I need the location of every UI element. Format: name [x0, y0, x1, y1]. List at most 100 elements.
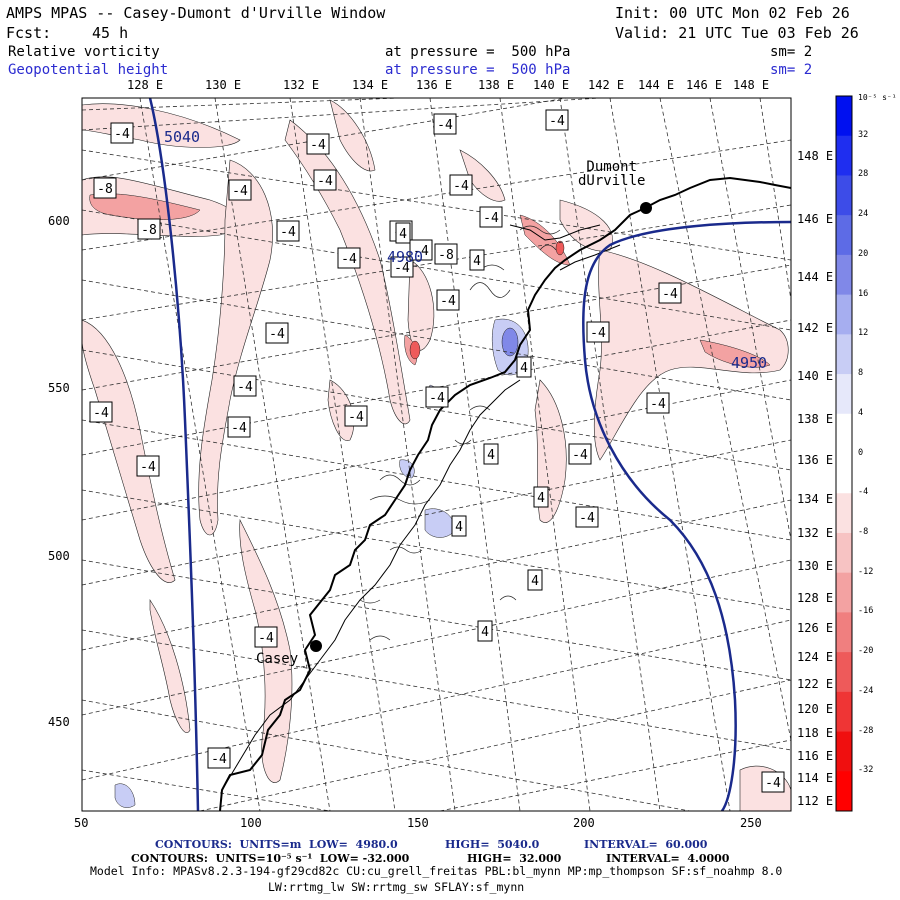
core-positive-vorticity — [501, 327, 519, 357]
field2-smoothing: sm= 2 — [770, 62, 813, 78]
svg-text:-8: -8 — [141, 223, 157, 238]
vorticity-contour-label: -4 — [479, 206, 503, 228]
valid-time: Valid: 21 UTC Tue 03 Feb 26 — [615, 24, 859, 42]
top-longitude-label: 130 E — [205, 78, 242, 92]
top-longitude-label: 134 E — [352, 78, 389, 92]
right-longitude-label: 124 E — [797, 650, 834, 664]
svg-text:-4: -4 — [440, 294, 456, 309]
vorticity-contour-label: -4 — [89, 401, 113, 423]
contour-5040 — [148, 98, 200, 811]
right-longitude-label: 122 E — [797, 677, 834, 691]
contour-labels: -4 -4 -4 -4 -4 -4 -4 -4 -4 -4 -4 -4 -4 -4 -4 -4 -4 -4 -4 -4… — [89, 109, 785, 793]
vorticity-contour-label: -8 — [434, 243, 458, 265]
vorticity-contour-label: -4 — [265, 322, 289, 344]
vorticity-contour-label: 4 — [516, 356, 532, 378]
vorticity-contour-label: -8 — [93, 177, 117, 199]
colorbar-swatch — [836, 572, 852, 613]
svg-text:-4: -4 — [341, 252, 357, 267]
station-dumont-marker — [640, 202, 652, 214]
station-casey-label: Casey — [256, 651, 299, 667]
svg-text:-4: -4 — [237, 380, 253, 395]
vorticity-contour-label: -4 — [586, 321, 610, 343]
vorticity-contour-label: -4 — [449, 174, 473, 196]
vorticity-contour-label: -4 — [646, 392, 670, 414]
y-tick-label: 550 — [48, 381, 70, 395]
right-longitude-label: 148 E — [797, 149, 834, 163]
colorbar-swatch — [836, 96, 852, 137]
vorticity-contour-label: -4 — [254, 626, 278, 648]
right-longitude-label: 118 E — [797, 726, 834, 740]
vorticity-contour-label: -4 — [545, 109, 569, 131]
colorbar-swatch — [836, 294, 852, 335]
colorbar-tick-label: -24 — [858, 685, 874, 696]
right-longitude-label: 112 E — [797, 794, 834, 808]
svg-text:4: 4 — [455, 520, 463, 535]
x-tick-label: 250 — [740, 816, 762, 830]
vorticity-contour-label: -4 — [337, 247, 361, 269]
vorticity-contour-label: 4 — [527, 569, 543, 591]
vorticity-contour-label: -4 — [276, 220, 300, 242]
right-longitude-label: 120 E — [797, 702, 834, 716]
svg-text:-4: -4 — [662, 287, 678, 302]
height-contour-interval: INTERVAL= 60.000 — [584, 838, 708, 851]
vorticity-contour-label: -4 — [568, 443, 592, 465]
field2-level: at pressure = 500 hPa — [385, 62, 571, 78]
x-tick-label: 50 — [74, 816, 89, 830]
svg-text:-4: -4 — [280, 225, 296, 240]
svg-text:-4: -4 — [211, 752, 227, 767]
vorticity-contour-label: -8 — [137, 218, 161, 240]
vorticity-contour-label: -4 — [207, 747, 231, 769]
right-longitude-label: 142 E — [797, 321, 834, 335]
height-contour-info: CONTOURS: UNITS=m LOW= 4980.0 — [155, 838, 398, 851]
svg-text:-4: -4 — [579, 511, 595, 526]
colorbar-tick-label: 28 — [858, 169, 869, 180]
colorbar-tick-label: -12 — [858, 566, 874, 577]
right-longitude-label: 128 E — [797, 591, 834, 605]
svg-text:-4: -4 — [413, 244, 429, 259]
forecast-hour: 45 h — [92, 24, 129, 42]
height-contour-high: HIGH= 5040.0 — [445, 838, 540, 851]
vorticity-contour-interval: INTERVAL= 4.0000 — [606, 852, 730, 865]
x-tick-label: 150 — [407, 816, 429, 830]
colorbar-swatch — [836, 532, 852, 574]
forecast-label: Fcst: — [6, 24, 52, 42]
colorbar-tick-label: 16 — [858, 288, 869, 299]
right-longitude-label: 136 E — [797, 453, 834, 467]
vorticity-contour-label: -4 — [658, 282, 682, 304]
colorbar-tick-label: 8 — [858, 368, 864, 379]
svg-text:-4: -4 — [549, 114, 565, 129]
right-longitude-label: 130 E — [797, 559, 834, 573]
svg-text:-4: -4 — [93, 406, 109, 421]
colorbar-swatch — [836, 334, 852, 375]
ice-shelf-edge — [221, 224, 621, 791]
height-contour-label: 4980 — [387, 248, 423, 266]
plot-frame — [81, 97, 792, 812]
colorbar-swatch — [836, 135, 852, 176]
vorticity-contour-label: -4 — [110, 122, 134, 144]
colorbar-frame — [835, 95, 853, 812]
svg-text:-4: -4 — [114, 127, 130, 142]
physics-info: LW:rrtmg_lw SW:rrtmg_sw SFLAY:sf_mynn — [268, 880, 525, 894]
svg-text:-4: -4 — [572, 448, 588, 463]
station-dumont-label: Dumont dUrville — [578, 159, 646, 189]
contour-4980 — [582, 220, 791, 811]
top-longitude-label: 146 E — [686, 78, 723, 92]
vorticity-contour-label: -4 — [228, 179, 252, 201]
vorticity-contour-label: -4 — [436, 289, 460, 311]
vorticity-contour-label: -4 — [344, 405, 368, 427]
top-longitude-label: 138 E — [478, 78, 515, 92]
svg-text:4: 4 — [531, 574, 539, 589]
top-longitude-label: 148 E — [733, 78, 770, 92]
vorticity-contour-label: -4 — [425, 386, 449, 408]
colorbar-swatch — [836, 612, 852, 653]
colorbar-swatch — [836, 254, 852, 296]
colorbar-swatch — [836, 652, 852, 693]
colorbar-tick-label: 4 — [858, 407, 864, 418]
svg-text:-4: -4 — [269, 327, 285, 342]
x-tick-label: 100 — [240, 816, 262, 830]
colorbar-tick-label: -4 — [858, 487, 869, 498]
right-longitude-label: 140 E — [797, 369, 834, 383]
graticule — [82, 98, 791, 811]
vorticity-contour-label: 4 — [451, 515, 467, 537]
